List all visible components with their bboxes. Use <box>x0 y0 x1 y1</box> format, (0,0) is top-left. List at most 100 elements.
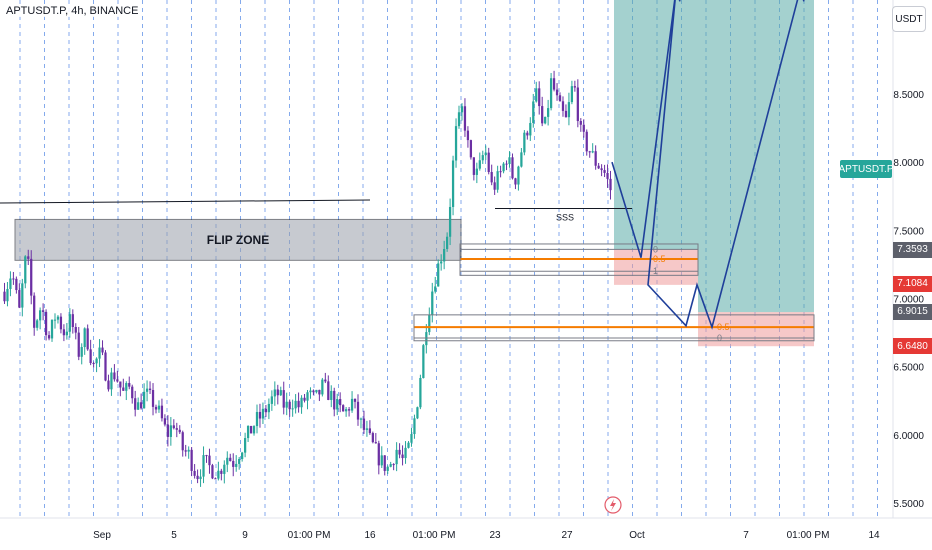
candle-body <box>552 78 556 90</box>
candle-body <box>336 399 339 410</box>
candle-body <box>344 409 348 412</box>
candle-body <box>267 403 271 413</box>
candle-body <box>398 449 401 455</box>
candle-body <box>205 455 208 457</box>
candle-body <box>609 178 612 191</box>
fib-level-label: 1 <box>653 266 658 276</box>
candle-body <box>333 390 336 410</box>
y-tick-label: 7.0000 <box>893 295 924 306</box>
fib-box-1 <box>459 243 699 276</box>
candle-body <box>505 163 508 165</box>
candle-body <box>6 288 9 302</box>
candle-body <box>481 155 484 161</box>
lightning-icon <box>610 499 616 511</box>
candle-body <box>50 319 54 339</box>
y-tick-label: 6.5000 <box>893 363 924 374</box>
candle-body <box>484 152 487 156</box>
candle-body <box>386 466 389 471</box>
candle-body <box>89 349 92 364</box>
candle-body <box>119 381 122 388</box>
candle-body <box>220 470 223 474</box>
candle-body <box>547 108 550 117</box>
candle-body <box>235 463 238 467</box>
candle-body <box>499 171 502 173</box>
candle-body <box>603 170 606 173</box>
candle-body <box>270 396 273 404</box>
candle-body <box>342 405 345 412</box>
candle-body <box>297 400 300 408</box>
y-tick-label: 7.5000 <box>893 226 924 237</box>
candle-body <box>368 428 372 434</box>
fib-box-2 <box>413 314 815 342</box>
candle-body <box>160 405 164 419</box>
candle-body <box>252 426 256 434</box>
fib-level-label: 0.5 <box>717 322 730 332</box>
candle-body <box>3 291 6 302</box>
time-axis[interactable]: Sep 5 9 01:00 PM 16 01:00 PM 23 27 Oct 7 01:00 PM 1… <box>93 530 880 541</box>
candle-body <box>74 326 77 333</box>
sss-label: SSS <box>556 213 574 223</box>
candle-body <box>437 263 440 287</box>
price-axis-panel[interactable] <box>893 0 932 518</box>
price-tag: 6.9015 <box>893 303 932 320</box>
candle-body <box>122 387 125 391</box>
currency-button[interactable]: USDT <box>892 6 926 32</box>
candle-body <box>208 455 211 466</box>
candle-body <box>416 407 419 419</box>
candle-body <box>294 400 297 409</box>
projection-path <box>611 0 799 330</box>
x-tick-label: 23 <box>489 530 501 541</box>
candle-body <box>401 454 404 459</box>
candle-body <box>321 379 324 395</box>
candle-body <box>487 152 490 173</box>
x-tick-label: Oct <box>629 530 645 541</box>
flip-zone-box <box>14 218 462 261</box>
candle-body <box>27 256 30 259</box>
symbol-title[interactable]: APTUSDT.P, 4h, BINANCE <box>4 5 141 17</box>
candle-body <box>101 347 104 353</box>
price-tag: 6.6480 <box>893 338 932 355</box>
candle-body <box>330 390 333 400</box>
y-tick-label: 8.5000 <box>893 90 924 101</box>
candle-body <box>606 172 609 179</box>
candle-body <box>395 449 398 465</box>
candle-body <box>493 182 496 190</box>
candle-body <box>226 457 229 465</box>
candle-body <box>59 316 63 330</box>
candle-body <box>255 411 259 427</box>
candle-body <box>175 428 178 430</box>
candle-body <box>300 397 303 408</box>
candle-body <box>30 258 33 296</box>
candle-body <box>511 157 514 179</box>
symbol-price-tag: APTUSDT.P <box>839 160 894 178</box>
candle-body <box>407 442 410 448</box>
candle-layer <box>3 70 612 487</box>
candle-body <box>282 390 285 408</box>
candle-body <box>134 398 137 410</box>
candle-body <box>33 295 36 328</box>
candle-body <box>145 388 149 392</box>
candle-body <box>454 126 458 161</box>
candle-body <box>451 160 455 207</box>
candle-body <box>229 457 232 461</box>
candle-body <box>594 151 597 166</box>
x-tick-label: Sep <box>93 530 111 541</box>
price-axis[interactable]: 8.5000 8.0000 7.5000 7.0000 6.5000 6.0000 5.50… <box>893 90 924 510</box>
candle-body <box>374 442 377 444</box>
candle-body <box>223 464 226 474</box>
candle-body <box>71 314 74 327</box>
candle-body <box>541 106 544 124</box>
fib-level-label: 0 <box>717 333 722 343</box>
x-tick-label: 14 <box>868 530 880 541</box>
candle-body <box>523 132 526 153</box>
candle-body <box>318 389 321 395</box>
candle-body <box>434 286 437 292</box>
candle-body <box>193 470 196 476</box>
candle-body <box>443 249 446 262</box>
x-tick-label: 27 <box>561 530 573 541</box>
candle-body <box>65 331 68 336</box>
candle-body <box>279 390 282 396</box>
